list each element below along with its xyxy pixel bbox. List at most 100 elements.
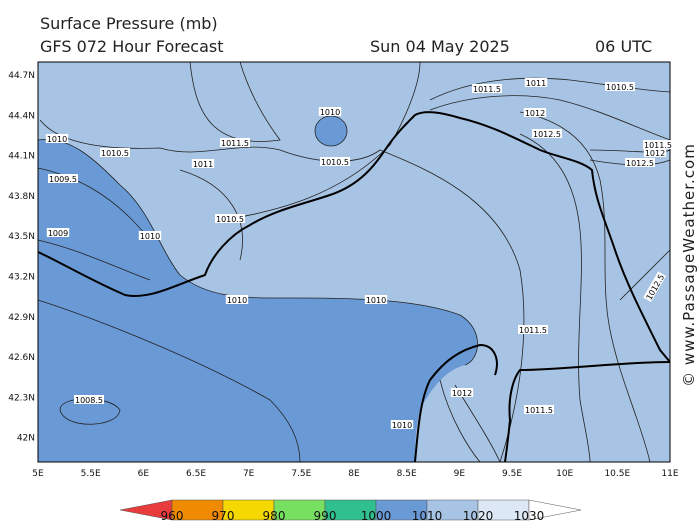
contour-label-box	[523, 108, 547, 117]
lat-label: 44.4N	[8, 111, 35, 121]
contour-label-text: 1010	[140, 232, 160, 241]
colorbar-label: 970	[212, 509, 235, 523]
contour-label-box	[472, 84, 502, 93]
contour-label: 1010	[390, 420, 414, 430]
lat-label: 43.8N	[8, 192, 35, 202]
contour-label: 1012.5	[625, 158, 655, 168]
contour-label-box	[191, 159, 215, 168]
contour-label-text: 1010	[320, 108, 340, 117]
contour-label: 1010	[138, 231, 162, 241]
contour-label: 1009.5	[48, 174, 78, 184]
lon-label: 6E	[138, 469, 150, 479]
contour-label: 1011.5	[524, 405, 554, 415]
contour-label-box	[390, 420, 414, 429]
lon-label: 5E	[32, 469, 44, 479]
contour-label-box	[524, 78, 548, 87]
lon-label: 11E	[661, 469, 678, 479]
contour-label: 1010.5	[100, 148, 130, 158]
colorbar-label: 980	[263, 509, 286, 523]
contour-label-text: 1012	[525, 109, 545, 118]
contour-label-box	[643, 271, 666, 302]
lon-label: 9E	[454, 469, 466, 479]
contour-label-text: 1011	[193, 160, 213, 169]
contour-label-box	[215, 214, 245, 223]
contour-label-box	[318, 107, 342, 116]
lat-label: 44.7N	[8, 71, 35, 81]
contour-label-box	[450, 388, 474, 397]
contour-label-box	[220, 138, 250, 147]
contour-label-text: 1010.5	[606, 83, 634, 92]
lon-label: 7E	[243, 469, 255, 479]
contour-label-text: 1010	[392, 421, 412, 430]
colorbar-label: 990	[314, 509, 337, 523]
lon-label: 10.5E	[604, 469, 630, 479]
lon-label: 9.5E	[502, 469, 522, 479]
contour-label-text: 1010	[227, 296, 247, 305]
map-frame	[37, 61, 671, 463]
lat-label: 42.9N	[8, 313, 35, 323]
contour-label: 1010	[364, 295, 388, 305]
lon-label: 10E	[556, 469, 573, 479]
lat-label: 44.1N	[8, 152, 35, 162]
contour-label-box	[625, 158, 655, 167]
contour-label-text: 1010	[366, 296, 386, 305]
title: Surface Pressure (mb)	[40, 14, 218, 33]
contour-label-box	[45, 134, 69, 143]
contour-label: 1011	[191, 159, 215, 169]
contour-label-box	[48, 174, 78, 183]
contour-label: 1011.5	[518, 325, 548, 335]
contour-label-box	[74, 395, 104, 404]
colorbar-label: 1020	[463, 509, 494, 523]
contour-label-text: 1008.5	[75, 396, 103, 405]
contour-label-text: 1011.5	[519, 326, 547, 335]
contour-label-text: 1012	[645, 149, 665, 158]
contour-label-text: 1009.5	[49, 175, 77, 184]
contour-label: 1011.5	[220, 138, 250, 148]
contour-label-box	[225, 295, 249, 304]
contour-label: 1011.5	[472, 84, 502, 94]
contour-label: 1010	[318, 107, 342, 117]
lon-label: 5.5E	[81, 469, 101, 479]
contour-label: 1011.5	[643, 140, 673, 150]
contour-label-text: 1011.5	[644, 141, 672, 150]
contour-label-text: 1010.5	[321, 158, 349, 167]
date: Sun 04 May 2025	[370, 37, 510, 56]
contour-label: 1010.5	[605, 82, 635, 92]
lon-label: 8E	[348, 469, 360, 479]
lon-label: 8.5E	[397, 469, 417, 479]
lon-label: 6.5E	[186, 469, 206, 479]
contour-label-box	[320, 157, 350, 166]
contour-label-text: 1010.5	[101, 149, 129, 158]
contour-label-box	[643, 140, 673, 149]
contour-label-text: 1010	[47, 135, 67, 144]
contour-label-text: 1011.5	[221, 139, 249, 148]
contour-label: 1009	[46, 228, 70, 238]
contour-label: 1010.5	[215, 214, 245, 224]
contour-label-text: 1012.5	[533, 130, 561, 139]
colorbar-label: 1000	[361, 509, 392, 523]
contour-label-box	[532, 129, 562, 138]
lat-label: 43.5N	[8, 232, 35, 242]
watermark: © www.PassageWeather.com	[680, 143, 698, 387]
contour-label-text: 1012	[452, 389, 472, 398]
colorbar-label: 1010	[412, 509, 443, 523]
contour-label-box	[518, 325, 548, 334]
contour-label: 1011	[524, 78, 548, 88]
contour-label-text: 1011	[526, 79, 546, 88]
contour-label-text: 1009	[48, 229, 68, 238]
contour-label-box	[46, 228, 70, 237]
map-area	[37, 61, 671, 463]
contour-label-text: 1010.5	[216, 215, 244, 224]
low-pressure-cell	[314, 115, 348, 147]
lat-label: 43.2N	[8, 273, 35, 283]
lat-label: 42.3N	[8, 393, 35, 403]
contour-label-box	[643, 148, 667, 157]
contour-label-text: 1011.5	[525, 406, 553, 415]
contour-label-box	[100, 148, 130, 157]
contour-label-text: 1011.5	[473, 85, 501, 94]
time: 06 UTC	[595, 37, 652, 56]
colorbar-label: 960	[161, 509, 184, 523]
colorbar-label: 1030	[514, 509, 545, 523]
contour-label: 1010	[225, 295, 249, 305]
